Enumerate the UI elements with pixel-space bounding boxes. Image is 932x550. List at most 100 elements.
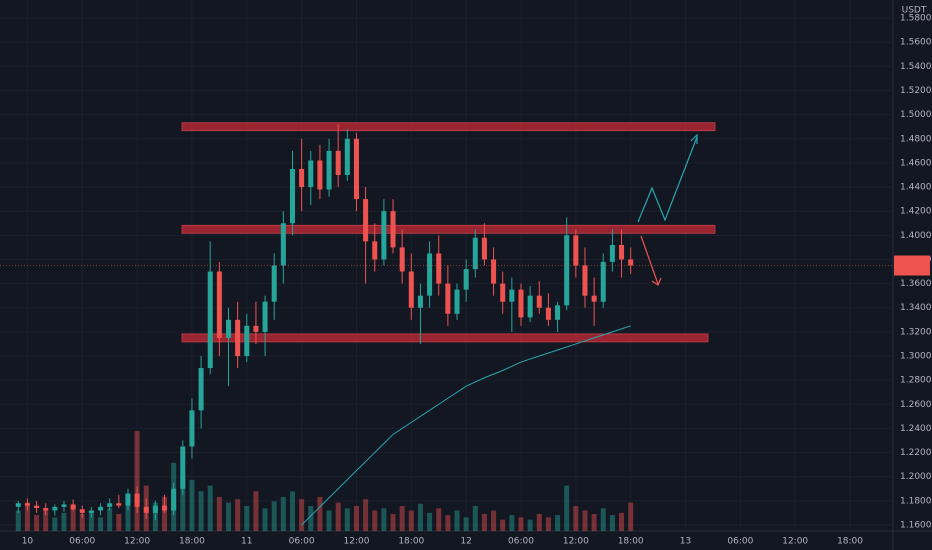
candle-body — [481, 237, 487, 260]
volume-bar — [189, 479, 195, 531]
volume-bar — [564, 485, 570, 531]
volume-bar — [600, 508, 606, 531]
volume-bar — [308, 506, 314, 531]
volume-bar — [518, 517, 524, 531]
candle-body — [253, 325, 259, 332]
candle-body — [98, 506, 104, 511]
projection-up-arrow — [637, 136, 698, 223]
candle-body — [417, 295, 423, 308]
volume-bar — [609, 515, 615, 531]
volume-bar — [116, 513, 122, 531]
volume-bar — [619, 512, 625, 531]
y-tick-label: 1.52000 — [900, 86, 932, 96]
volume-bar — [399, 506, 405, 531]
candle-body — [454, 289, 460, 314]
candle-body — [289, 168, 296, 224]
candle-body — [399, 247, 405, 272]
candle-body — [619, 244, 625, 260]
x-tick-label: 10 — [22, 537, 34, 547]
volume-bar — [573, 506, 579, 531]
candle-body — [628, 259, 634, 266]
volume-bar — [225, 502, 232, 531]
candle-body — [344, 138, 350, 175]
level-zone — [181, 224, 716, 234]
volume-bar — [271, 501, 277, 531]
volume-bar — [70, 506, 76, 531]
candle-body — [509, 289, 515, 302]
volume-bar — [207, 485, 213, 531]
candle-body — [15, 503, 21, 507]
candle-body — [545, 307, 551, 320]
y-tick-label: 1.48000 — [900, 134, 932, 144]
volume-bar — [353, 506, 359, 531]
candle-body — [61, 504, 67, 507]
candle-body — [353, 138, 359, 200]
candle-body — [573, 235, 579, 266]
x-tick-label: 13 — [680, 537, 691, 547]
volume-bar — [509, 515, 515, 531]
y-tick-label: 1.18000 — [900, 496, 932, 506]
x-tick-label: 12:00 — [124, 537, 150, 547]
volume-bar — [335, 502, 341, 531]
volume-bar — [317, 496, 323, 531]
y-tick-label: 1.44000 — [900, 183, 932, 193]
y-tick-label: 1.28000 — [900, 376, 932, 386]
volume-bar — [481, 513, 487, 531]
candle-body — [491, 259, 497, 284]
candle-body — [472, 237, 478, 270]
candle-body — [390, 211, 396, 248]
volume-bar — [98, 517, 104, 531]
candle-body — [381, 211, 387, 260]
x-tick-label: 18:00 — [837, 537, 863, 547]
candle-body — [116, 503, 122, 506]
projection-down-arrow — [640, 235, 659, 285]
volume-bar — [15, 510, 21, 531]
candle-body — [463, 269, 469, 290]
x-tick-label: 06:00 — [69, 537, 95, 547]
volume-bar — [390, 513, 396, 531]
volume-bar — [436, 508, 442, 531]
candle-body — [107, 503, 113, 507]
volume-bar — [545, 517, 551, 531]
x-tick-label: 11 — [241, 537, 252, 547]
volume-bar — [372, 510, 378, 531]
volume-bar — [180, 474, 186, 531]
candle-body — [43, 508, 49, 511]
candle-body — [152, 505, 158, 513]
candle-body — [88, 510, 94, 513]
volume-bar — [344, 508, 350, 531]
x-tick-label: 12:00 — [563, 537, 589, 547]
volume-bar — [34, 515, 40, 531]
x-tick-label: 06:00 — [727, 537, 753, 547]
y-tick-label: 1.54000 — [900, 62, 932, 72]
y-tick-label: 1.24000 — [900, 424, 932, 434]
y-tick-label: 1.30000 — [900, 352, 932, 362]
volume-bar — [591, 513, 597, 531]
candle-body — [363, 199, 369, 242]
volume-bar — [79, 513, 85, 531]
volume-bar — [628, 502, 634, 531]
y-tick-label: 1.46000 — [900, 158, 932, 168]
candle-body — [271, 265, 277, 302]
candle-body — [518, 289, 524, 318]
volume-bar — [408, 510, 414, 531]
arrow-head — [690, 133, 698, 144]
volume-bar — [198, 491, 204, 531]
candle-body — [427, 253, 433, 296]
y-tick-label: 1.16000 — [900, 520, 932, 530]
candle-body — [207, 271, 213, 369]
candle-body — [308, 160, 314, 188]
volume-bar — [162, 496, 168, 531]
volume-bar — [107, 508, 113, 531]
candle-body — [408, 271, 414, 308]
last-price-marker — [894, 255, 930, 276]
candle-body — [134, 493, 140, 507]
x-tick-label: 06:00 — [289, 537, 315, 547]
y-tick-label: 1.50000 — [900, 110, 932, 120]
candle-body — [600, 261, 606, 302]
candle-body — [372, 241, 378, 260]
candle-body — [500, 283, 506, 302]
volume-bar — [262, 508, 268, 531]
volume-bar — [445, 515, 451, 531]
x-tick-label: 06:00 — [508, 537, 534, 547]
